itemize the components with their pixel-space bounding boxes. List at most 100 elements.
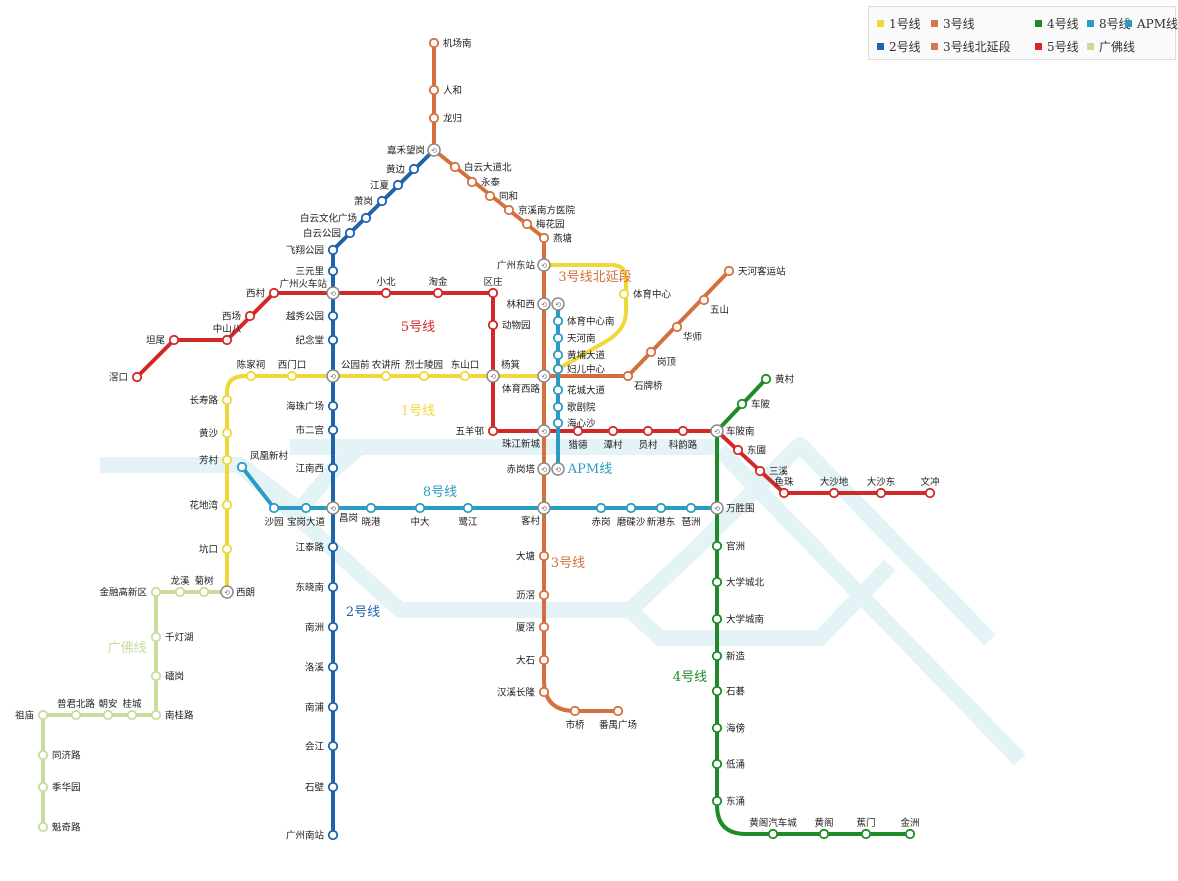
- station-label[interactable]: 纪念堂: [295, 335, 324, 347]
- station-label[interactable]: 市二宫: [295, 425, 324, 437]
- station[interactable]: 西场: [222, 310, 256, 323]
- station-label[interactable]: 石牌桥: [634, 380, 663, 392]
- station-label[interactable]: 南桂路: [165, 710, 194, 722]
- station-label[interactable]: 天河客运站: [738, 266, 786, 278]
- station-label[interactable]: 淘金: [428, 276, 448, 288]
- station-label[interactable]: 石壁: [305, 782, 325, 794]
- station-label[interactable]: 赤岗: [591, 517, 610, 528]
- legend-item-line1[interactable]: 1号线: [877, 15, 921, 32]
- station[interactable]: 农讲所: [372, 359, 401, 382]
- station-label[interactable]: 车陂南: [726, 426, 755, 438]
- station-label[interactable]: 普君北路: [57, 698, 96, 710]
- station[interactable]: 新造: [711, 651, 746, 663]
- interchange-station[interactable]: ⟲珠江新城: [502, 424, 551, 450]
- station[interactable]: 文冲: [920, 476, 940, 499]
- interchange-station[interactable]: 公园前: [341, 359, 370, 371]
- interchange-station[interactable]: ⟲: [551, 297, 565, 311]
- station[interactable]: 蕉门: [856, 817, 876, 840]
- station[interactable]: 大沙东: [867, 476, 896, 499]
- station[interactable]: 天河客运站: [723, 266, 786, 278]
- station[interactable]: 官洲: [711, 541, 745, 553]
- station[interactable]: 宝岗大道: [287, 502, 326, 528]
- station-label[interactable]: 飞翔公园: [286, 245, 324, 257]
- station[interactable]: 科韵路: [669, 425, 698, 451]
- station-label[interactable]: 区庄: [483, 276, 503, 288]
- station[interactable]: 石碁: [711, 686, 746, 698]
- station[interactable]: 三溪: [754, 466, 789, 478]
- station-label[interactable]: 五羊邨: [455, 426, 484, 438]
- station-label[interactable]: 体育西路: [502, 383, 541, 395]
- interchange-station[interactable]: ⟲: [551, 462, 565, 476]
- station[interactable]: 江夏: [370, 179, 404, 192]
- station-label[interactable]: 大学城南: [726, 614, 764, 626]
- station-label[interactable]: 芳村: [199, 455, 219, 467]
- station[interactable]: 五羊邨: [455, 426, 499, 438]
- station[interactable]: 坑口: [199, 544, 233, 556]
- station-label[interactable]: 歌剧院: [567, 402, 596, 414]
- station[interactable]: 东圃: [732, 445, 766, 457]
- station-label[interactable]: 祖庙: [15, 710, 34, 722]
- interchange-station[interactable]: ⟲: [537, 369, 551, 383]
- station-label[interactable]: 小北: [376, 277, 396, 288]
- station-label[interactable]: 江泰路: [295, 542, 324, 554]
- legend-item-guangfo[interactable]: 广佛线: [1087, 38, 1135, 55]
- legend-item-line5[interactable]: 5号线: [1035, 38, 1079, 55]
- station[interactable]: 纪念堂: [295, 335, 339, 347]
- station[interactable]: 大学城南: [711, 614, 764, 626]
- station[interactable]: 海心沙: [552, 418, 596, 430]
- station-label[interactable]: 金洲: [900, 817, 919, 829]
- station[interactable]: 烈士陵园: [405, 359, 443, 382]
- station[interactable]: 季华园: [37, 782, 81, 794]
- station-label[interactable]: 嘉禾望岗: [387, 145, 425, 157]
- station-label[interactable]: 西村: [246, 288, 266, 300]
- station-label[interactable]: 洛溪: [305, 662, 325, 674]
- station[interactable]: 大沙地: [820, 476, 849, 499]
- interchange-station[interactable]: 体育西路: [502, 383, 541, 395]
- station[interactable]: 淘金: [428, 276, 448, 299]
- station[interactable]: 黄阁: [814, 817, 834, 840]
- station[interactable]: 黄阁汽车城: [749, 817, 797, 840]
- interchange-station[interactable]: 车陂南: [726, 426, 755, 438]
- station-label[interactable]: 客村: [521, 515, 541, 527]
- station-label[interactable]: 体育中心: [633, 289, 672, 301]
- station[interactable]: 中大: [410, 502, 430, 528]
- station-label[interactable]: 菊树: [194, 575, 214, 587]
- station[interactable]: 赤岗: [591, 502, 611, 528]
- station-label[interactable]: 中大: [410, 516, 430, 528]
- station-label[interactable]: 西门口: [278, 359, 307, 371]
- station-label[interactable]: 江夏: [370, 181, 390, 192]
- station[interactable]: 同济路: [37, 750, 81, 762]
- station-label[interactable]: 中山八: [213, 323, 242, 335]
- station-label[interactable]: 蕉门: [856, 817, 875, 829]
- station-label[interactable]: 华师: [683, 331, 702, 343]
- station[interactable]: 江泰路: [295, 542, 339, 554]
- station-label[interactable]: 朝安: [98, 698, 117, 710]
- station-label[interactable]: 昌岗: [339, 513, 358, 524]
- station-label[interactable]: 龙归: [443, 113, 462, 125]
- station-label[interactable]: 魁奇路: [52, 822, 81, 834]
- station-label[interactable]: 东圃: [747, 445, 766, 457]
- station-label[interactable]: 晓港: [361, 516, 381, 528]
- station[interactable]: 西村: [246, 288, 280, 300]
- station-label[interactable]: 文冲: [920, 476, 939, 488]
- station[interactable]: 凤凰新村: [236, 450, 289, 473]
- station-label[interactable]: 赤岗塔: [506, 464, 535, 476]
- station-label[interactable]: 番禺广场: [599, 719, 637, 731]
- station[interactable]: 东山口: [451, 359, 480, 382]
- station-label[interactable]: 西朗: [236, 587, 255, 599]
- interchange-station[interactable]: ⟲广州火车站: [279, 278, 340, 300]
- station-label[interactable]: 龙溪: [170, 575, 190, 587]
- station[interactable]: 石牌桥: [622, 370, 663, 392]
- station-label[interactable]: 燕塘: [553, 233, 573, 245]
- station-label[interactable]: 鱼珠: [774, 476, 794, 488]
- station-label[interactable]: 同济路: [52, 750, 81, 762]
- station-label[interactable]: 磨碟沙: [617, 516, 646, 528]
- station-label[interactable]: 黄村: [775, 374, 795, 386]
- station-label[interactable]: 沥滘: [516, 591, 535, 602]
- line-l1-track[interactable]: [225, 374, 546, 594]
- interchange-station[interactable]: ⟲客村: [521, 501, 551, 527]
- station[interactable]: 黄村: [760, 374, 795, 386]
- station[interactable]: 厦滘: [516, 621, 550, 634]
- station[interactable]: 花城大道: [552, 385, 606, 397]
- station-label[interactable]: 万胜围: [726, 504, 755, 515]
